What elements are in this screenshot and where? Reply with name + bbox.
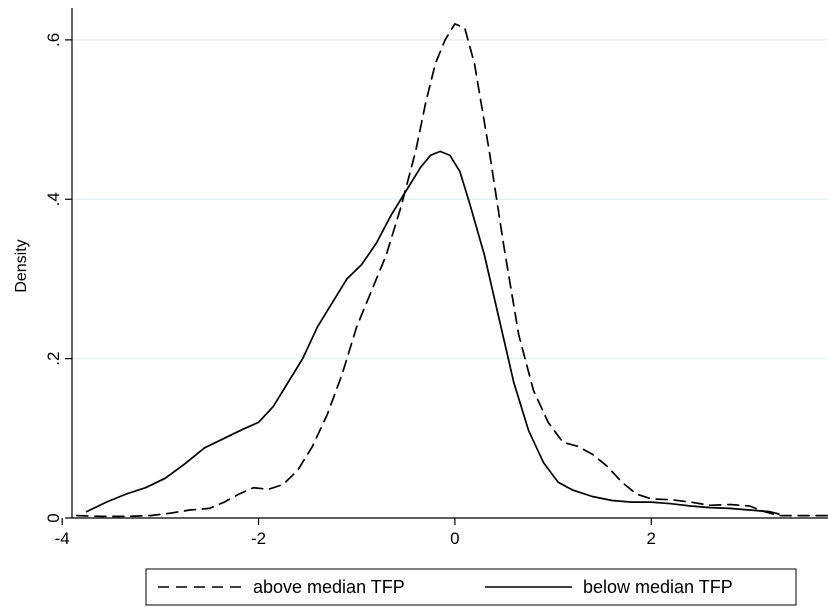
legend-box	[145, 568, 797, 606]
legend: above median TFP below median TFP	[145, 568, 797, 606]
series-line-above-median	[76, 23, 828, 518]
plot-area	[72, 8, 828, 518]
series-line-below-median	[85, 150, 780, 515]
y-axis-label: Density	[13, 239, 30, 292]
x-tick-label-2: 0	[450, 529, 459, 548]
y-tick-label-1: .2	[44, 352, 63, 366]
y-tick-label-2: .4	[44, 192, 63, 206]
axes: 0 .2 .4 .6 -4 -2 0 2	[44, 8, 828, 548]
x-tick-label-0: -4	[55, 529, 70, 548]
y-tick-label-0: 0	[44, 513, 63, 522]
y-tick-label-3: .6	[44, 33, 63, 47]
series-lines	[76, 23, 828, 518]
x-tick-label-1: -2	[251, 529, 266, 548]
x-tick-label-3: 2	[647, 529, 656, 548]
legend-label-below-median: below median TFP	[583, 577, 733, 597]
legend-label-above-median: above median TFP	[253, 577, 405, 597]
